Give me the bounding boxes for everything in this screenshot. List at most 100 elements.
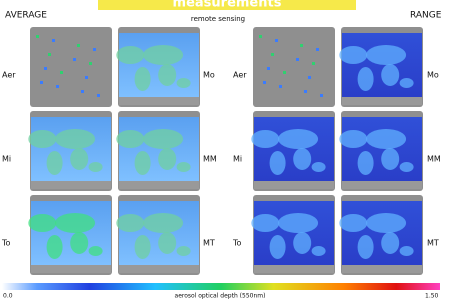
row-label: Aer xyxy=(2,71,16,80)
row-label: Aer xyxy=(233,71,247,80)
row-label: MT xyxy=(427,239,439,248)
station xyxy=(36,35,39,38)
ocean xyxy=(119,33,199,97)
antarctica xyxy=(254,181,334,189)
row-label: Mo xyxy=(203,71,215,80)
station xyxy=(85,76,88,79)
station xyxy=(267,67,270,70)
left-label: AVERAGE xyxy=(5,11,47,21)
station xyxy=(44,67,47,70)
station xyxy=(275,39,278,42)
land xyxy=(251,130,279,148)
row-label: Mo xyxy=(427,71,439,80)
land xyxy=(339,130,367,148)
land xyxy=(366,213,406,233)
ocean xyxy=(342,117,422,181)
land xyxy=(158,148,176,170)
row-label: Mi xyxy=(2,155,11,164)
land xyxy=(400,246,414,256)
station xyxy=(52,39,55,42)
land xyxy=(366,129,406,149)
station xyxy=(312,62,315,65)
station xyxy=(263,81,266,84)
land xyxy=(177,246,191,256)
station xyxy=(60,71,63,74)
row-label: MM xyxy=(427,155,441,164)
land xyxy=(339,46,367,64)
station xyxy=(77,44,80,47)
land xyxy=(89,246,103,256)
land xyxy=(116,214,144,232)
colorbar-max: 1.50 xyxy=(425,293,439,300)
antarctica xyxy=(31,265,111,273)
ocean xyxy=(31,117,111,181)
station xyxy=(296,58,299,61)
station xyxy=(97,94,100,97)
land xyxy=(143,129,183,149)
station xyxy=(316,48,319,51)
land xyxy=(135,235,151,259)
antarctica xyxy=(31,181,111,189)
land xyxy=(400,78,414,88)
row-label: To xyxy=(232,239,242,248)
station xyxy=(300,44,303,47)
station xyxy=(279,85,282,88)
land xyxy=(312,246,326,256)
antarctica xyxy=(119,97,199,105)
land xyxy=(278,129,318,149)
land xyxy=(358,67,374,91)
land xyxy=(339,214,367,232)
station xyxy=(271,53,274,56)
ocean xyxy=(254,117,334,181)
station xyxy=(73,58,76,61)
row-label: Mi xyxy=(233,155,242,164)
land xyxy=(158,64,176,86)
colorbar-min: 0.0 xyxy=(3,293,13,300)
title: measurements xyxy=(173,0,282,11)
ocean xyxy=(342,33,422,97)
antarctica xyxy=(254,265,334,273)
station xyxy=(93,48,96,51)
land xyxy=(158,232,176,254)
figure: measurements AVERAGE remote sensing RANG… xyxy=(0,0,454,301)
land xyxy=(400,162,414,172)
land xyxy=(143,45,183,65)
ocean xyxy=(342,201,422,265)
ocean xyxy=(254,201,334,265)
land xyxy=(293,148,311,170)
station xyxy=(89,62,92,65)
antarctica xyxy=(342,265,422,273)
land xyxy=(177,78,191,88)
land xyxy=(366,45,406,65)
ocean xyxy=(119,201,199,265)
center-label: remote sensing xyxy=(191,15,245,23)
land xyxy=(55,213,95,233)
row-label: MM xyxy=(203,155,217,164)
antarctica xyxy=(342,97,422,105)
land xyxy=(143,213,183,233)
panel-grid xyxy=(28,27,423,275)
land xyxy=(28,214,56,232)
station xyxy=(48,53,51,56)
antarctica xyxy=(119,265,199,273)
station xyxy=(259,35,262,38)
antarctica xyxy=(119,181,199,189)
land xyxy=(358,151,374,175)
land xyxy=(47,235,63,259)
land xyxy=(47,151,63,175)
right-label: RANGE xyxy=(410,11,442,21)
land xyxy=(135,151,151,175)
ocean xyxy=(31,201,111,265)
land xyxy=(381,148,399,170)
row-label: MT xyxy=(203,239,215,248)
station xyxy=(304,90,307,93)
station xyxy=(40,81,43,84)
land xyxy=(270,235,286,259)
land xyxy=(135,67,151,91)
land xyxy=(358,235,374,259)
land xyxy=(312,162,326,172)
land xyxy=(28,130,56,148)
station xyxy=(283,71,286,74)
land xyxy=(116,130,144,148)
station xyxy=(56,85,59,88)
